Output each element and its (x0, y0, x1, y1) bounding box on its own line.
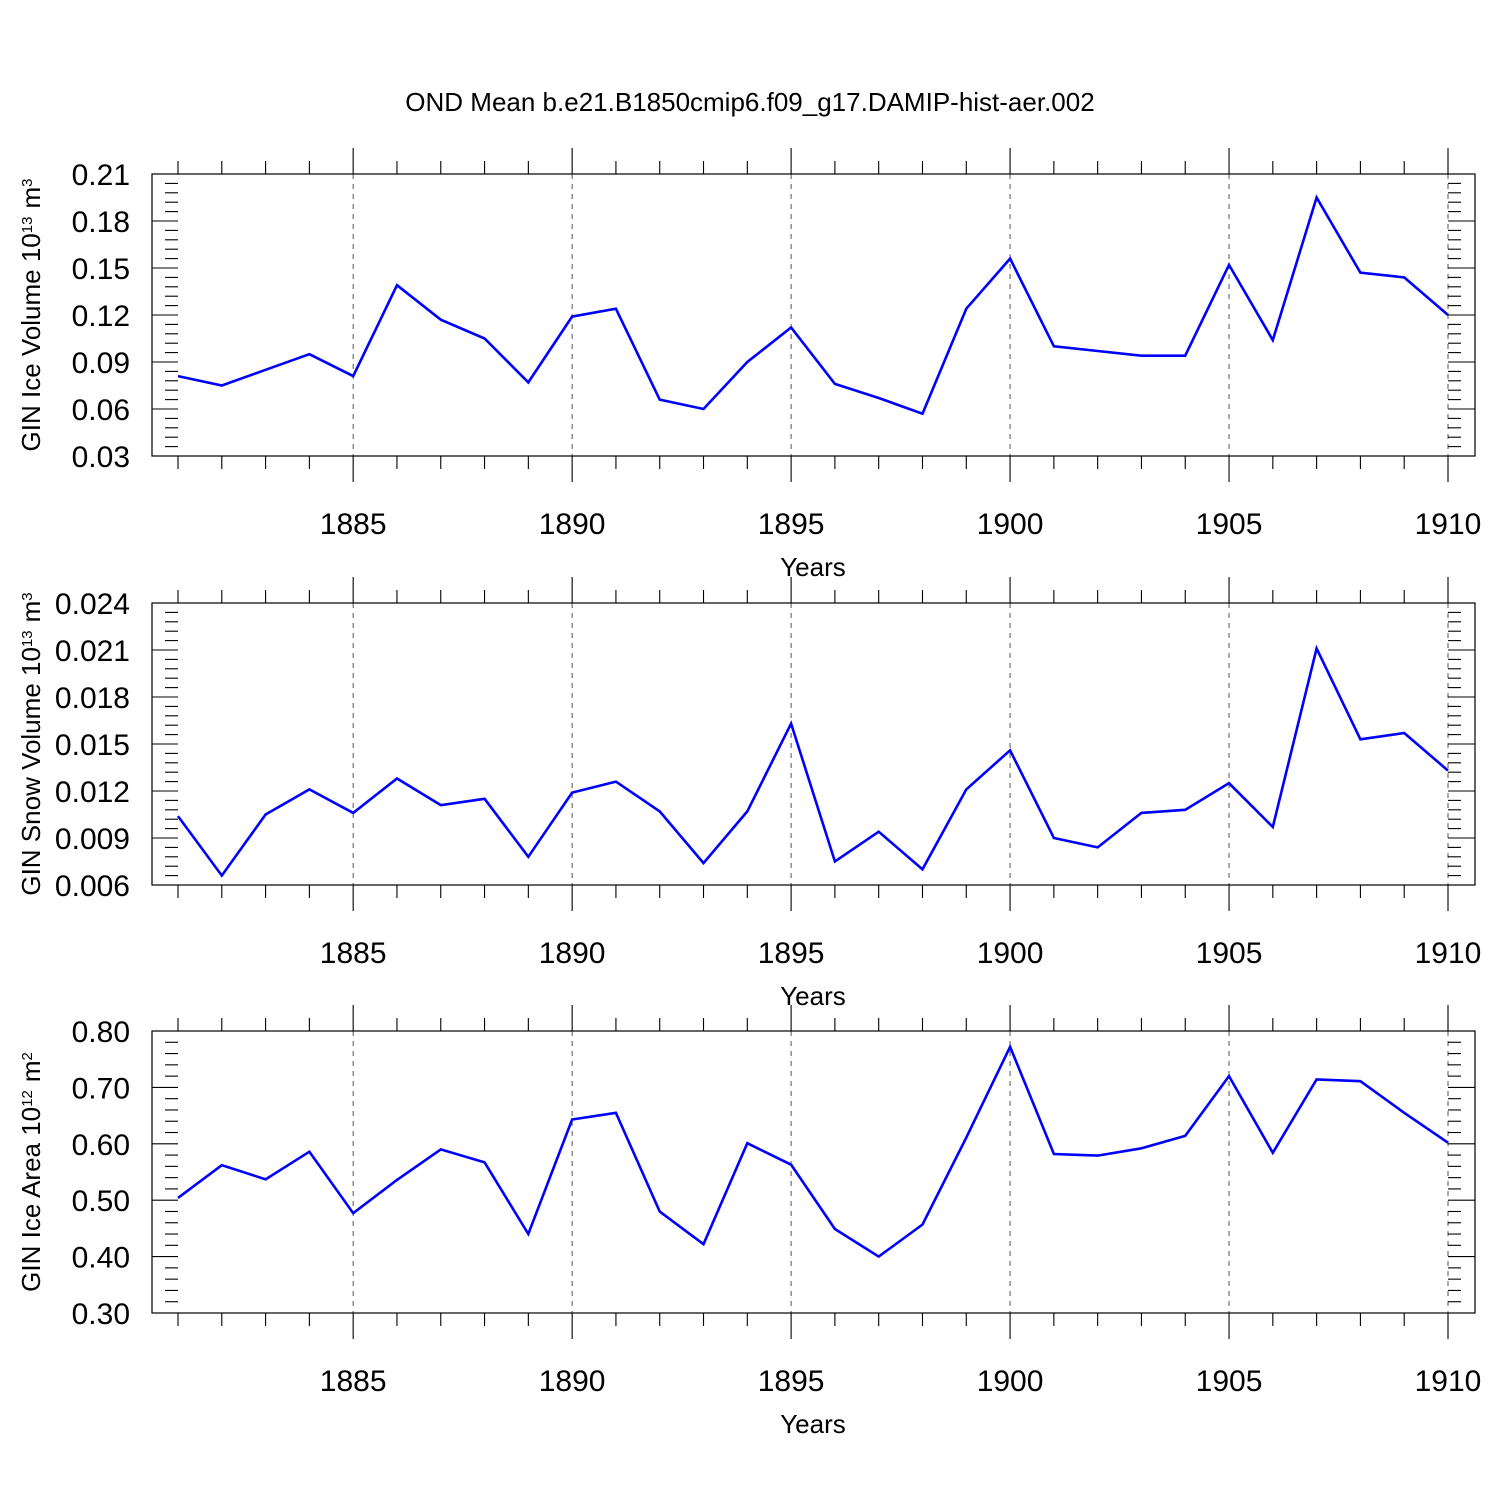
y-tick-label: 0.80 (72, 1016, 130, 1049)
x-tick-label: 1905 (1196, 937, 1263, 970)
y-tick-label: 0.70 (72, 1072, 130, 1105)
panel-ice-area: 0.30 0.40 0.50 0.60 0.70 0.80 1885 1890 1895 190… (16, 1005, 1481, 1439)
y-tick-label: 0.21 (72, 159, 130, 192)
y-tick-label: 0.024 (55, 588, 130, 621)
x-tick-labels: 1885 1890 1895 1900 1905 1910 (320, 1365, 1482, 1398)
plot-frame (151, 1030, 1476, 1314)
y-tick-label: 0.09 (72, 347, 130, 380)
y-tick-label: 0.018 (55, 682, 130, 715)
y-axis-label-text: GIN Ice Area 10 (16, 1107, 46, 1292)
x-tick-label: 1890 (539, 1365, 606, 1398)
y-tick-label: 0.015 (55, 729, 130, 762)
x-tick-label: 1890 (539, 508, 606, 541)
y-tick-label: 0.12 (72, 300, 130, 333)
panel-ice-volume: 0.03 0.06 0.09 0.12 0.15 0.18 0.21 1885 1890 189… (16, 148, 1481, 582)
y-axis-label-text: GIN Ice Volume 10 (16, 233, 46, 451)
y-tick-label: 0.15 (72, 253, 130, 286)
y-tick-label: 0.40 (72, 1242, 130, 1275)
y-axis-label-text: GIN Snow Volume 10 (16, 647, 46, 896)
y-tick-label: 0.009 (55, 823, 130, 856)
x-tick-label: 1910 (1415, 508, 1482, 541)
y-axis-label-unit: m (16, 601, 46, 623)
x-tick-label: 1900 (977, 508, 1044, 541)
y-tick-label: 0.30 (72, 1298, 130, 1331)
x-tick-label: 1895 (758, 508, 825, 541)
x-axis-label: Years (780, 552, 846, 582)
y-tick-label: 0.006 (55, 870, 130, 903)
x-tick-label: 1905 (1196, 508, 1263, 541)
y-axis-label-unit: m (16, 187, 46, 209)
x-tick-label: 1885 (320, 1365, 387, 1398)
grid-lines (352, 1031, 1449, 1313)
y-axis-label-unit-exponent: 3 (19, 179, 36, 187)
grid-lines (352, 174, 1449, 456)
y-axis-label-unit-exponent: 3 (19, 592, 36, 600)
x-axis-label: Years (780, 981, 846, 1011)
y-tick-label: 0.03 (72, 441, 130, 474)
y-axis-label: GIN Ice Volume 1013 m3 (16, 179, 46, 452)
x-tick-label: 1910 (1415, 937, 1482, 970)
x-tick-label: 1900 (977, 937, 1044, 970)
y-tick-label: 0.012 (55, 776, 130, 809)
y-tick-label: 0.18 (72, 206, 130, 239)
axis-ticks (152, 577, 1475, 911)
y-axis-label: GIN Ice Area 1012 m2 (16, 1052, 46, 1292)
y-axis-label-unit-exponent: 2 (19, 1052, 36, 1060)
y-axis-label-exponent: 12 (19, 1090, 36, 1107)
x-tick-labels: 1885 1890 1895 1900 1905 1910 (320, 937, 1482, 970)
chart-title: OND Mean b.e21.B1850cmip6.f09_g17.DAMIP-… (405, 87, 1094, 117)
y-tick-label: 0.50 (72, 1185, 130, 1218)
y-tick-labels: 0.03 0.06 0.09 0.12 0.15 0.18 0.21 (72, 159, 130, 474)
x-tick-label: 1885 (320, 508, 387, 541)
x-tick-label: 1895 (758, 937, 825, 970)
y-axis-label-exponent: 13 (19, 217, 36, 234)
x-tick-label: 1910 (1415, 1365, 1482, 1398)
x-tick-label: 1890 (539, 937, 606, 970)
series-line-ice-area (177, 1043, 1449, 1259)
y-tick-label: 0.021 (55, 635, 130, 668)
x-tick-label: 1895 (758, 1365, 825, 1398)
y-tick-labels: 0.30 0.40 0.50 0.60 0.70 0.80 (72, 1016, 130, 1331)
y-axis-label-unit: m (16, 1061, 46, 1083)
plot-frame (151, 602, 1476, 886)
y-axis-label: GIN Snow Volume 1013 m3 (16, 592, 46, 895)
panel-snow-volume: 0.006 0.009 0.012 0.015 0.018 0.021 0.024 1885… (16, 577, 1481, 1011)
y-tick-label: 0.06 (72, 394, 130, 427)
x-axis-label: Years (780, 1409, 846, 1439)
y-tick-label: 0.60 (72, 1129, 130, 1162)
series-line-ice-volume (177, 194, 1449, 416)
series-line-snow-volume (176, 644, 1449, 878)
axis-ticks (152, 148, 1475, 482)
x-tick-labels: 1885 1890 1895 1900 1905 1910 (320, 508, 1482, 541)
y-tick-labels: 0.006 0.009 0.012 0.015 0.018 0.021 0.024 (55, 588, 130, 903)
plot-frame (151, 173, 1476, 457)
axis-ticks (152, 1005, 1475, 1339)
x-tick-label: 1885 (320, 937, 387, 970)
x-tick-label: 1900 (977, 1365, 1044, 1398)
y-axis-label-exponent: 13 (19, 630, 36, 647)
x-tick-label: 1905 (1196, 1365, 1263, 1398)
